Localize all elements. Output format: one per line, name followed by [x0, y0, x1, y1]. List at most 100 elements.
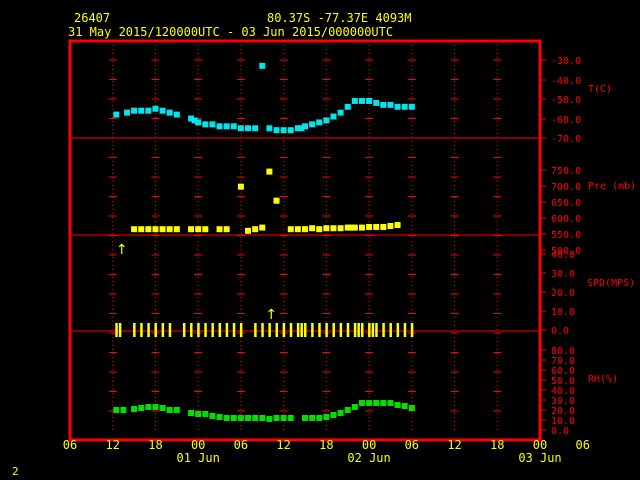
pressure-point [323, 225, 330, 232]
humidity-point [159, 405, 166, 411]
humidity-point [273, 415, 280, 421]
y-tick-label: -70.0 [551, 134, 581, 145]
wind-barb [375, 323, 378, 337]
wind-barb [204, 323, 207, 337]
humidity-point [330, 412, 337, 418]
wind-barb [133, 323, 136, 337]
temperature-point [216, 123, 223, 130]
humidity-point [323, 414, 330, 420]
wind-barb [389, 323, 392, 337]
temperature-point [223, 123, 230, 130]
humidity-point [394, 402, 401, 408]
wind-barb [261, 323, 264, 337]
humidity-point [401, 403, 408, 409]
temperature-point [366, 97, 373, 104]
x-tick-label: 12 [276, 438, 290, 452]
temperature-point [401, 103, 408, 110]
wind-barb [396, 323, 400, 337]
y-tick-label: 500.0 [551, 246, 581, 257]
temperature-point [209, 121, 216, 128]
temperature-point [337, 109, 344, 116]
temperature-point [309, 121, 316, 128]
x-tick-label: 00 [362, 438, 376, 452]
pressure-point [373, 223, 380, 230]
wind-barb [211, 323, 214, 337]
y-axis-title: Pre (mb) [588, 181, 636, 192]
wind-barb [371, 323, 375, 337]
temperature-point [123, 109, 130, 116]
wind-barb [332, 323, 335, 337]
wind-barb [325, 323, 328, 337]
humidity-point [188, 410, 195, 416]
x-tick-label: 06 [234, 438, 248, 452]
temperature-point [287, 127, 294, 134]
wind-barb [304, 323, 307, 337]
y-tick-label: 40.0 [551, 386, 575, 397]
wind-barb [318, 323, 321, 337]
y-axis-title: RH(%) [588, 374, 618, 385]
temperature-point [252, 125, 259, 132]
temperature-point [294, 125, 301, 132]
y-axis-title: T(C) [588, 84, 612, 95]
wind-barb [115, 323, 118, 337]
pressure-point [152, 226, 159, 233]
y-tick-label: 20.0 [551, 406, 575, 417]
pressure-point [337, 225, 344, 232]
humidity-point [287, 415, 294, 421]
temperature-point [330, 113, 337, 120]
pressure-point [266, 168, 273, 175]
wind-barb [353, 323, 357, 337]
wind-barb [197, 323, 200, 337]
temperature-point [195, 119, 202, 126]
pressure-point [330, 225, 337, 232]
temperature-point [138, 107, 145, 114]
data-marks: ↑↑ [113, 62, 415, 422]
humidity-point [209, 413, 216, 419]
humidity-point [195, 411, 202, 417]
y-tick-label: 70.0 [551, 356, 575, 367]
temperature-point [145, 107, 152, 114]
wind-barb [182, 323, 186, 337]
humidity-point [138, 405, 145, 411]
wind-barb [296, 323, 300, 337]
page-number: 2 [12, 465, 19, 478]
x-tick-label: 12 [106, 438, 120, 452]
y-tick-label: 80.0 [551, 346, 575, 357]
y-tick-label: 650.0 [551, 198, 581, 209]
humidity-point [120, 407, 127, 413]
y-tick-label: 50.0 [551, 376, 575, 387]
x-tick-label: 18 [319, 438, 333, 452]
wind-barb [339, 323, 343, 337]
humidity-point [337, 410, 344, 416]
pressure-point [351, 224, 358, 231]
wind-barb [275, 323, 279, 337]
y-tick-label: 10.0 [551, 416, 575, 427]
humidity-point [373, 400, 380, 406]
wind-barb [346, 323, 350, 337]
pressure-point [166, 226, 173, 233]
pressure-point [223, 226, 230, 233]
temperature-point [188, 115, 195, 122]
x-tick-label: 00 [191, 438, 205, 452]
pressure-point [145, 226, 152, 233]
wind-barb [147, 323, 150, 337]
wind-barb [218, 323, 222, 337]
x-axis: 06 12 18 00 06 12 18 00 06 12 18 00 06 01 Jun 02 Jun 03… [63, 438, 590, 465]
y-tick-label: 30.0 [551, 269, 575, 280]
time-range: 31 May 2015/120000UTC - 03 Jun 2015/0000… [68, 25, 393, 39]
humidity-point [230, 415, 237, 421]
temperature-point [316, 119, 323, 126]
humidity-point [316, 415, 323, 421]
wind-direction-arrow: ↑ [265, 307, 277, 323]
humidity-point [152, 404, 159, 410]
y-tick-label: 750.0 [551, 166, 581, 177]
temperature-point [358, 97, 365, 104]
y-axes: -30.0 -40.0 -50.0 -60.0 -70.0 T(C) 750.0 700.0 6… [540, 56, 636, 437]
temperature-point [259, 62, 266, 69]
pressure-point [252, 226, 259, 233]
pressure-point [380, 223, 387, 230]
pressure-point [309, 225, 316, 232]
pressure-point [216, 226, 223, 233]
y-tick-label: -60.0 [551, 115, 581, 126]
